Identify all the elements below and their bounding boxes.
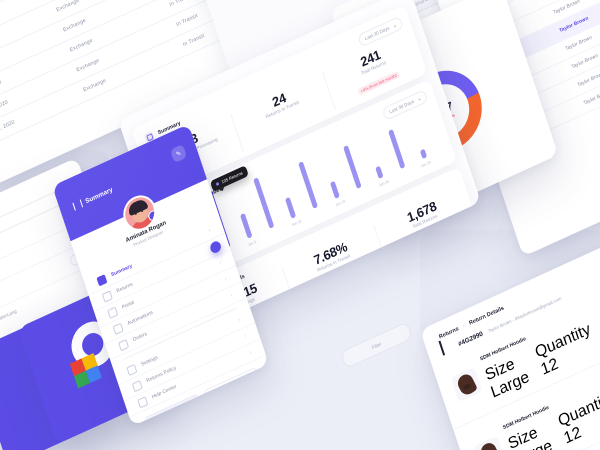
chevron-right-icon: › bbox=[224, 276, 228, 283]
chevron-right-icon: › bbox=[243, 333, 247, 340]
chevron-right-icon: › bbox=[237, 317, 242, 324]
help-icon bbox=[137, 395, 149, 409]
brand-bars-icon bbox=[72, 199, 84, 211]
x-tick: Jan 20 bbox=[378, 179, 390, 188]
x-tick: Jan 10 bbox=[291, 219, 303, 228]
x-tick: Jan 15 bbox=[334, 199, 346, 208]
background-file-name: abstract-gradient.png bbox=[0, 307, 17, 330]
filter-button[interactable]: Filter bbox=[340, 321, 414, 370]
range-label: Last 30 Days bbox=[364, 25, 391, 42]
orders-icon bbox=[117, 338, 129, 351]
sidebar-item-label: Portal bbox=[121, 299, 135, 311]
returns-icon bbox=[101, 289, 113, 303]
sidebar-item-label: Returns bbox=[115, 281, 134, 295]
product-thumbnail bbox=[473, 434, 506, 450]
bar[interactable] bbox=[284, 196, 297, 219]
x-tick: Jan 5 bbox=[247, 239, 257, 248]
bar[interactable] bbox=[253, 177, 275, 229]
chevron-right-icon: › bbox=[208, 227, 212, 234]
bar[interactable] bbox=[388, 128, 406, 170]
bar[interactable] bbox=[343, 145, 362, 190]
chevron-right-icon: › bbox=[218, 259, 223, 267]
sidebar-item-label: Orders bbox=[132, 331, 148, 344]
bar[interactable] bbox=[329, 180, 340, 200]
brand-logo: Summary bbox=[72, 185, 114, 211]
x-tick: Jan 25 bbox=[420, 160, 432, 169]
chevron-down-icon: ⌄ bbox=[391, 21, 398, 28]
bar[interactable] bbox=[298, 161, 319, 209]
gear-icon bbox=[126, 363, 138, 376]
chevron-right-icon: › bbox=[229, 292, 234, 299]
brand-label: Summary bbox=[84, 185, 114, 205]
product-thumbnail bbox=[450, 366, 483, 402]
bar[interactable] bbox=[375, 165, 384, 180]
bar[interactable] bbox=[419, 148, 428, 160]
automations-icon bbox=[112, 322, 124, 335]
bar[interactable] bbox=[239, 212, 253, 239]
tooltip-dot-icon bbox=[215, 181, 220, 187]
summary-icon bbox=[96, 273, 108, 286]
edit-profile-button[interactable]: ✎ bbox=[169, 144, 188, 164]
breadcrumb-separator-icon: › bbox=[462, 323, 466, 330]
product-quantity: Quantity 12 bbox=[556, 389, 600, 448]
sidebar-item-label: Settings bbox=[140, 354, 159, 368]
portal-icon bbox=[107, 306, 119, 319]
policy-icon bbox=[131, 379, 143, 392]
chevron-right-icon: › bbox=[248, 349, 253, 356]
